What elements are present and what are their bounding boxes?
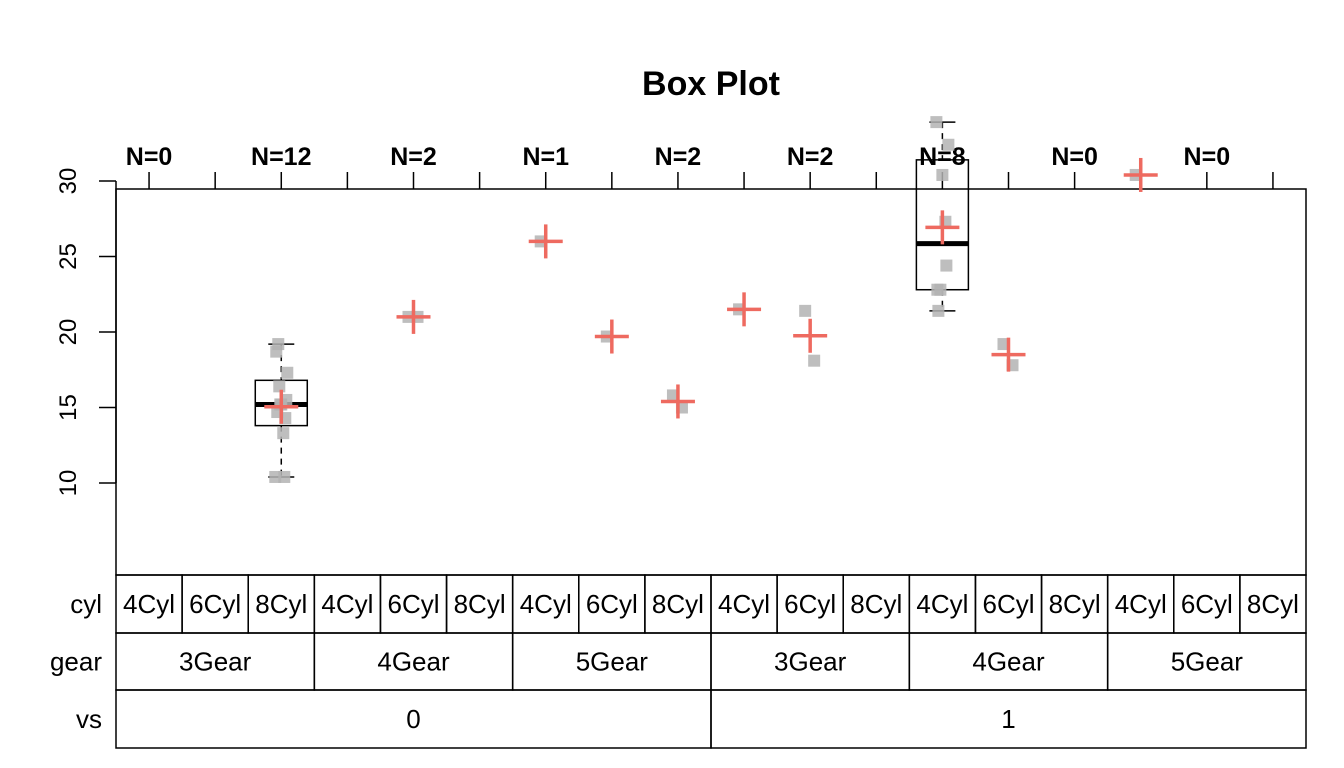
factor-cell-label: 4Cyl <box>520 589 572 619</box>
mean-markers <box>264 157 1158 424</box>
factor-row-label: vs <box>76 704 102 734</box>
factor-cell-label: 1 <box>1001 704 1015 734</box>
data-point <box>936 168 949 181</box>
data-point <box>281 366 294 379</box>
factor-cell-label: 8Cyl <box>1049 589 1101 619</box>
data-point <box>278 470 291 483</box>
y-tick-label: 20 <box>55 319 82 346</box>
data-point <box>932 304 945 317</box>
factor-cell-label: 8Cyl <box>850 589 902 619</box>
factor-cell <box>710 689 1307 749</box>
data-point <box>272 338 285 351</box>
factor-cell-label: 6Cyl <box>586 589 638 619</box>
data-point <box>940 259 953 272</box>
n-count-label: N=1 <box>522 143 569 171</box>
factor-cell-label: 4Cyl <box>1115 589 1167 619</box>
data-point <box>799 304 812 317</box>
factor-cell-label: 6Cyl <box>189 589 241 619</box>
data-point <box>930 116 943 129</box>
y-tick-label: 25 <box>55 243 82 270</box>
n-count-label: N=12 <box>251 143 311 171</box>
factor-cell-label: 4Cyl <box>718 589 770 619</box>
data-point <box>277 427 290 440</box>
data-point <box>666 389 679 402</box>
data-point <box>273 380 286 393</box>
y-tick-label: 15 <box>55 394 82 421</box>
y-tick-label: 10 <box>55 470 82 497</box>
chart-title: Box Plot <box>642 65 780 103</box>
factor-cell-label: 3Gear <box>179 647 252 677</box>
data-point <box>934 283 947 296</box>
n-count-label: N=2 <box>655 143 702 171</box>
n-count-label: N=2 <box>390 143 437 171</box>
points <box>269 116 1142 483</box>
factor-cell-label: 0 <box>406 704 420 734</box>
y-axis: 10 15 20 25 30 <box>55 168 117 497</box>
factor-row-label: cyl <box>70 589 102 619</box>
factor-table: cyl 4Cyl 6Cyl 8Cyl 4Cyl 6Cyl 8Cyl 4Cyl 6Cyl 8Cyl 4… <box>50 574 1307 749</box>
factor-cell-label: 4Cyl <box>123 589 175 619</box>
data-point <box>997 338 1010 351</box>
factor-cell-label: 4Cyl <box>321 589 373 619</box>
factor-cell-label: 6Cyl <box>387 589 439 619</box>
factor-cell-label: 6Cyl <box>1181 589 1233 619</box>
factor-row-label: gear <box>50 647 102 677</box>
factor-cell-label: 4Gear <box>972 647 1045 677</box>
n-count-label: N=0 <box>1051 143 1098 171</box>
plot-frame <box>115 188 1307 576</box>
factor-cell-label: 6Cyl <box>784 589 836 619</box>
data-point <box>942 138 955 151</box>
factor-cell-label: 8Cyl <box>255 589 307 619</box>
factor-cell-label: 8Cyl <box>454 589 506 619</box>
n-count-label: N=0 <box>1184 143 1231 171</box>
n-count-label: N=0 <box>126 143 173 171</box>
factor-cell-label: 8Cyl <box>1247 589 1299 619</box>
y-tick-label: 30 <box>55 168 82 195</box>
factor-cell-label: 5Gear <box>576 647 649 677</box>
factor-cell-label: 6Cyl <box>982 589 1034 619</box>
factor-cell-label: 4Cyl <box>916 589 968 619</box>
factor-cell-label: 3Gear <box>774 647 847 677</box>
factor-cell-label: 8Cyl <box>652 589 704 619</box>
n-count-label: N=2 <box>787 143 834 171</box>
factor-cell-label: 4Gear <box>377 647 450 677</box>
data-point <box>808 354 821 367</box>
top-axis: N=0 N=12 N=2 N=1 N=2 N=2 N=8 N=0 N=0 <box>126 143 1274 189</box>
factor-cell-label: 5Gear <box>1171 647 1244 677</box>
